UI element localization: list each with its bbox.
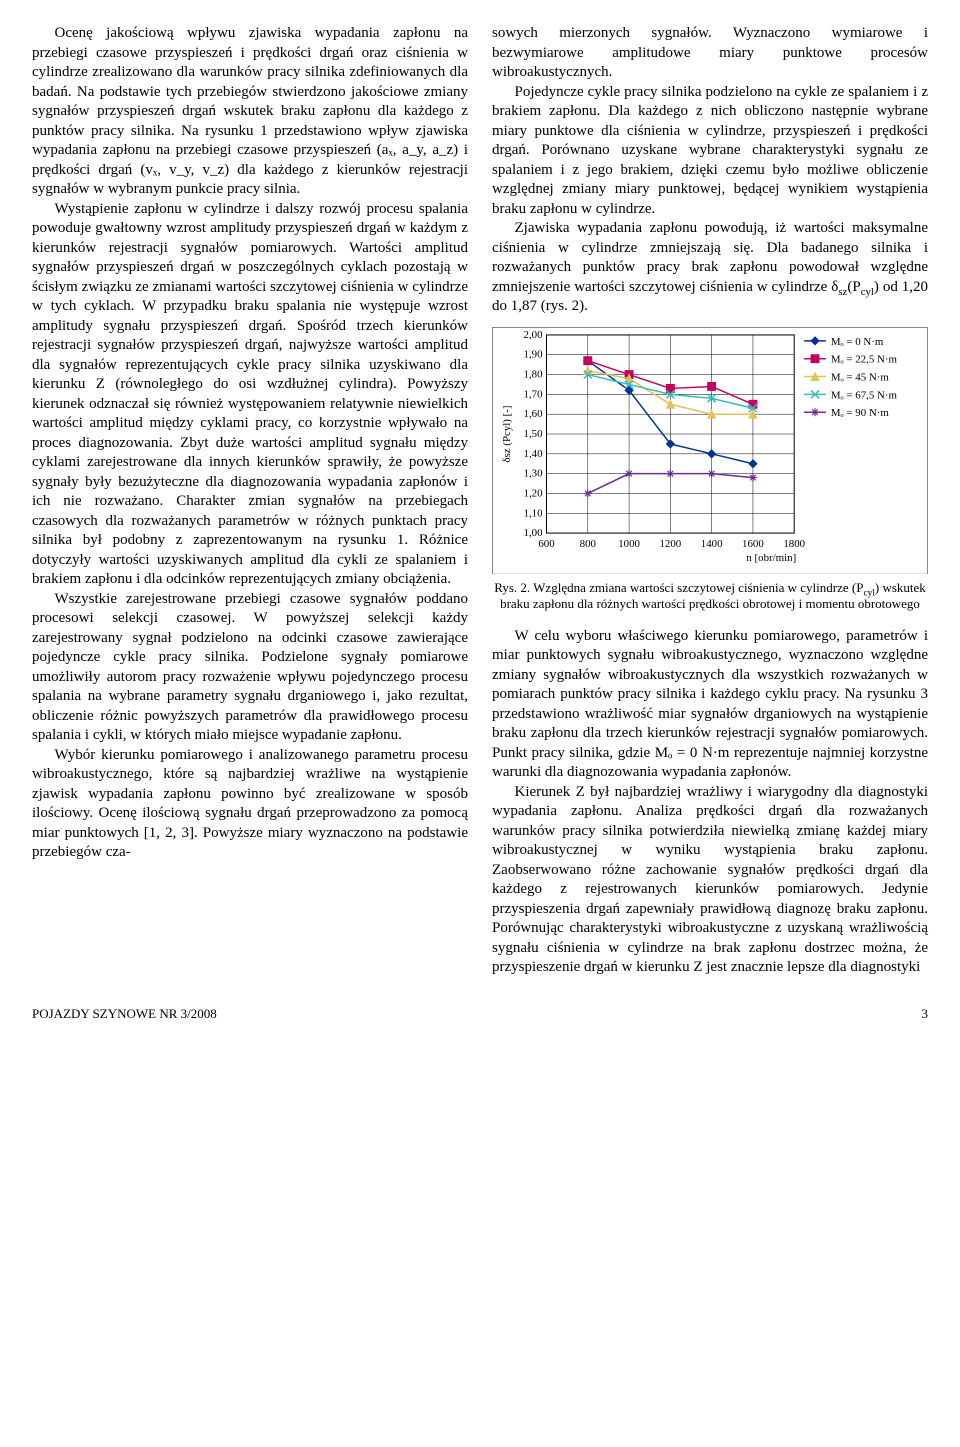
svg-text:Mₒ = 0 N·m: Mₒ = 0 N·m	[831, 335, 884, 347]
svg-text:1000: 1000	[618, 537, 640, 549]
svg-text:Mₒ = 45 N·m: Mₒ = 45 N·m	[831, 371, 889, 383]
footer-left: POJAZDY SZYNOWE NR 3/2008	[32, 1006, 217, 1023]
svg-text:1400: 1400	[701, 537, 723, 549]
right-p3: Zjawiska wypadania zapłonu powodują, iż …	[492, 219, 928, 317]
svg-text:n [obr/min]: n [obr/min]	[746, 551, 796, 563]
svg-text:2,00: 2,00	[524, 328, 544, 340]
svg-text:1,20: 1,20	[524, 487, 544, 499]
right-p1: sowych mierzonych sygnałów. Wyznaczono w…	[492, 24, 928, 83]
svg-text:1,70: 1,70	[524, 388, 544, 400]
svg-text:1,50: 1,50	[524, 427, 544, 439]
left-p1: Ocenę jakościową wpływu zjawiska wypadan…	[32, 24, 468, 200]
chart-svg: 1,001,101,201,301,401,501,601,701,801,90…	[492, 327, 928, 575]
right-p2: Pojedyncze cykle pracy silnika podzielon…	[492, 83, 928, 220]
svg-text:Mₒ = 67,5 N·m: Mₒ = 67,5 N·m	[831, 389, 898, 401]
svg-text:1800: 1800	[783, 537, 805, 549]
svg-text:800: 800	[580, 537, 597, 549]
svg-text:1,60: 1,60	[524, 408, 544, 420]
figure-2-caption: Rys. 2. Względna zmiana wartości szczyto…	[492, 580, 928, 613]
right-column: sowych mierzonych sygnałów. Wyznaczono w…	[492, 24, 928, 978]
right-p5: Kierunek Z był najbardziej wrażliwy i wi…	[492, 783, 928, 978]
right-p4: W celu wyboru właściwego kierunku pomiar…	[492, 627, 928, 783]
svg-text:Mₒ = 90 N·m: Mₒ = 90 N·m	[831, 407, 889, 419]
left-p2: Wystąpienie zapłonu w cylindrze i dalszy…	[32, 200, 468, 590]
svg-text:1,30: 1,30	[524, 467, 544, 479]
left-column: Ocenę jakościową wpływu zjawiska wypadan…	[32, 24, 468, 978]
left-p3: Wszystkie zarejestrowane przebiegi czaso…	[32, 590, 468, 746]
svg-text:600: 600	[538, 537, 555, 549]
left-p4: Wybór kierunku pomiarowego i analizowane…	[32, 746, 468, 863]
svg-text:1200: 1200	[659, 537, 681, 549]
svg-text:Mₒ = 22,5 N·m: Mₒ = 22,5 N·m	[831, 353, 898, 365]
svg-text:1,10: 1,10	[524, 507, 544, 519]
footer-page: 3	[922, 1006, 929, 1023]
svg-text:1,90: 1,90	[524, 348, 544, 360]
svg-text:δsz (Pcyl) [-]: δsz (Pcyl) [-]	[501, 405, 513, 462]
svg-text:1600: 1600	[742, 537, 764, 549]
figure-2: 1,001,101,201,301,401,501,601,701,801,90…	[492, 327, 928, 575]
page-footer: POJAZDY SZYNOWE NR 3/2008 3	[32, 1006, 928, 1023]
svg-text:1,80: 1,80	[524, 368, 544, 380]
svg-text:1,40: 1,40	[524, 447, 544, 459]
